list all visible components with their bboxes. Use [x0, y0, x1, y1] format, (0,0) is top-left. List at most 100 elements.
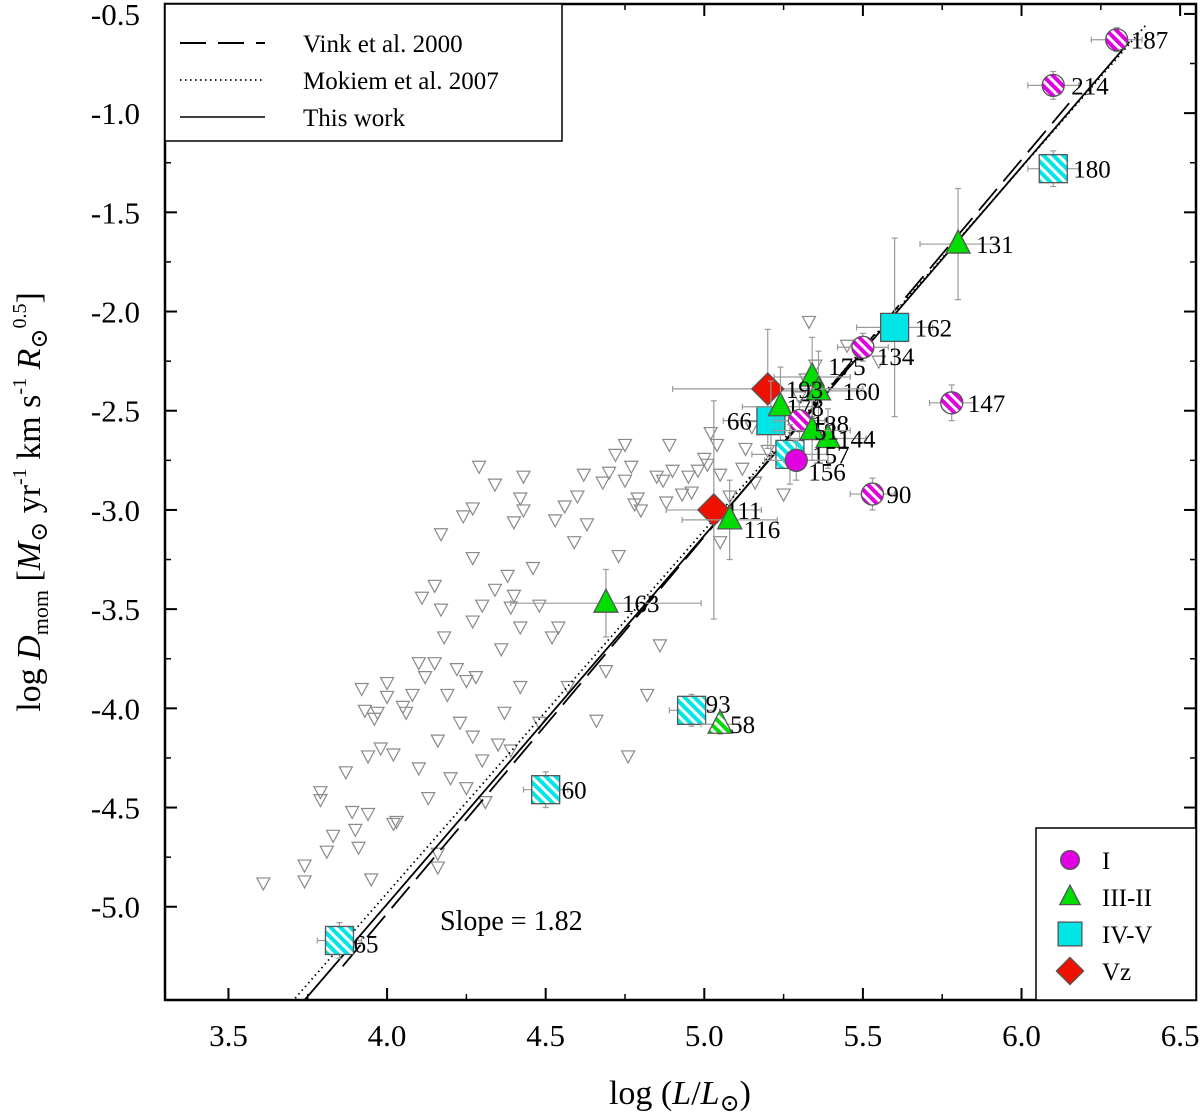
upper-limit-point — [312, 794, 328, 808]
star-label-187: 187 — [1131, 28, 1169, 55]
star-label-147: 147 — [968, 391, 1006, 418]
upper-limit-point — [655, 474, 671, 489]
plot-frame — [163, 2, 1198, 1002]
upper-limit-point — [474, 754, 490, 769]
star-marker-90 — [860, 482, 885, 506]
upper-limit-point — [712, 468, 728, 483]
upper-limit-point — [379, 676, 395, 691]
legend-marker-circle — [1060, 850, 1081, 871]
legend-marker-diamond — [1055, 956, 1085, 986]
upper-limit-point — [734, 462, 750, 477]
star-marker-60 — [531, 775, 561, 805]
upper-limit-point — [674, 488, 690, 503]
upper-limit-point — [620, 750, 636, 765]
y-tick-label: -5.0 — [91, 890, 140, 925]
upper-limit-point — [617, 438, 633, 453]
star-marker-156 — [784, 448, 808, 472]
upper-limit-point — [500, 569, 516, 584]
axis-title-part: km s — [11, 395, 48, 469]
star-label-162: 162 — [915, 315, 953, 342]
upper-limit-point — [595, 476, 611, 491]
upper-limit-point — [690, 464, 706, 479]
upper-limit-point — [420, 792, 436, 806]
upper-limit-point — [633, 504, 649, 519]
x-tick-label: 4.0 — [368, 1018, 407, 1053]
y-tick-label: -2.5 — [91, 394, 140, 429]
upper-limit-point — [709, 438, 725, 453]
star-marker-147 — [940, 391, 964, 415]
upper-limit-point — [791, 391, 807, 406]
upper-limit-point — [443, 772, 459, 787]
upper-limit-point — [487, 478, 503, 493]
y-tick-label: -1.0 — [91, 96, 140, 131]
legend-label-this-work: This work — [303, 105, 406, 132]
class-legend: I III-II IV-V Vz — [1035, 827, 1197, 1001]
upper-limit-point — [385, 817, 401, 832]
upper-limit-point — [744, 421, 760, 435]
x-axis-title: log (L/L⊙) — [609, 1075, 751, 1117]
star-marker-134 — [851, 335, 875, 359]
upper-limit-point — [487, 583, 503, 598]
upper-limit-point — [354, 682, 370, 697]
star-label-163: 163 — [622, 591, 660, 618]
upper-limit-point — [465, 730, 481, 745]
axis-title-part: D — [11, 635, 48, 661]
axis-title-part: / — [691, 1075, 701, 1112]
star-label-66: 66 — [727, 409, 752, 436]
upper-limit-point — [557, 500, 573, 515]
axes-ticks: 3.5 4.0 4.5 5.0 5.5 6.0 6.5 -5.0 -4.5 -4.0 -3.5 -3.… — [91, 0, 1200, 1053]
upper-limit-point — [506, 516, 522, 531]
x-tick-label: 5.5 — [844, 1018, 883, 1053]
star-label-175: 175 — [828, 354, 866, 381]
legend-label-mokiem: Mokiem et al. 2007 — [303, 68, 499, 95]
legend-class-label: IV-V — [1102, 922, 1152, 949]
y-tick-label: -2.0 — [91, 295, 140, 330]
star-marker-187 — [1105, 28, 1129, 52]
upper-limit-point — [639, 688, 655, 703]
line-legend: Vink et al. 2000 Mokiem et al. 2007 This… — [164, 3, 563, 142]
star-marker-116 — [716, 504, 743, 530]
upper-limit-point — [427, 579, 443, 594]
upper-limit-point — [588, 714, 604, 729]
upper-limit-point — [560, 680, 576, 695]
upper-limit-point — [357, 704, 373, 719]
upper-limit-point — [312, 786, 328, 800]
upper-limit-point — [297, 875, 313, 890]
upper-limit-point — [452, 716, 468, 731]
upper-limit-point — [601, 466, 617, 481]
y-tick-label: -1.5 — [91, 195, 140, 230]
upper-limit-point — [430, 734, 446, 749]
upper-limit-point — [496, 706, 512, 721]
upper-limit-point — [471, 460, 487, 475]
upper-limit-point — [430, 847, 446, 862]
upper-limit-point — [411, 657, 427, 671]
star-marker-163 — [592, 587, 620, 613]
axis-title-part: ] — [11, 292, 48, 303]
upper-limit-point — [503, 744, 519, 759]
axis-title-part — [11, 369, 48, 378]
upper-limit-point — [370, 706, 386, 721]
upper-limit-point — [433, 603, 449, 618]
x-tick-label: 4.5 — [526, 1018, 565, 1053]
legend-class-label: Vz — [1102, 959, 1131, 986]
star-label-131: 131 — [976, 232, 1014, 259]
upper-limit-point — [297, 859, 313, 874]
upper-limit-point — [712, 536, 728, 550]
legend-class-label: I — [1102, 848, 1110, 875]
x-tick-label: 3.5 — [209, 1018, 248, 1053]
upper-limit-point — [404, 688, 420, 703]
line-legend-box — [164, 3, 563, 142]
upper-limit-point — [506, 589, 522, 604]
upper-limit-point — [465, 551, 481, 566]
star-marker-178 — [767, 391, 794, 417]
upper-limit-point — [414, 591, 430, 606]
upper-limit-point — [468, 670, 484, 685]
upper-limit-point — [839, 339, 855, 354]
upper-limit-point — [351, 841, 367, 856]
star-marker-131 — [945, 228, 972, 254]
upper-limit-point — [579, 518, 595, 533]
star-label-157: 157 — [812, 442, 850, 469]
upper-limit-point — [512, 492, 528, 507]
upper-limit-point — [455, 510, 471, 525]
upper-limit-point — [389, 815, 405, 830]
